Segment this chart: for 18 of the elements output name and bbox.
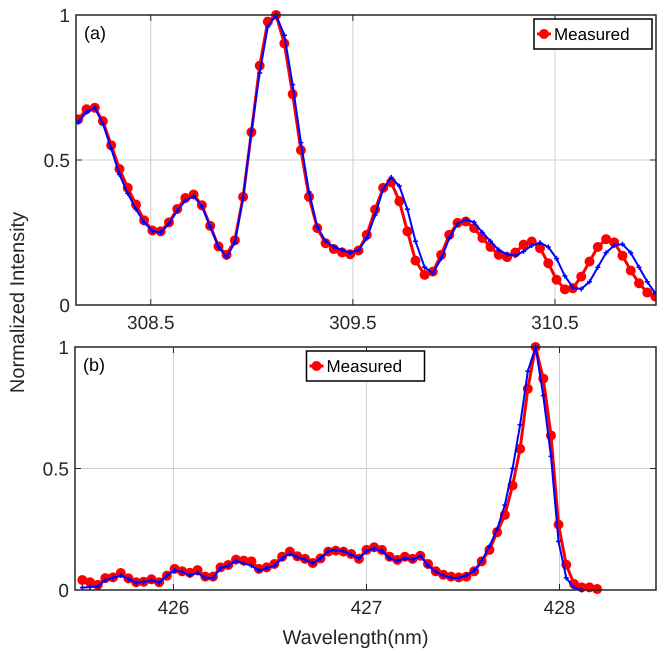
x-axis-title: Wavelength(nm) [282, 627, 428, 649]
y-tick-label: 1 [58, 338, 69, 359]
x-tick-label: 310.5 [531, 313, 579, 334]
x-tick-label: 428 [544, 598, 576, 619]
x-tick-label: 309.5 [329, 313, 377, 334]
legend-label: Measured [326, 357, 402, 376]
x-tick-label: 308.5 [127, 313, 175, 334]
y-tick-label: 1 [59, 6, 70, 27]
y-tick-label: 0 [59, 296, 70, 317]
annotation: (b) [83, 355, 105, 375]
y-tick-label: 0.5 [44, 151, 70, 172]
legend-label: Measured [554, 25, 630, 44]
y-tick-label: 0.5 [42, 460, 69, 480]
x-tick-label: 427 [350, 598, 382, 619]
y-tick-label: 0 [58, 581, 69, 602]
x-tick-label: 426 [158, 598, 190, 619]
annotation: (a) [84, 23, 106, 43]
y-axis-title: Normalized Intensity [7, 212, 29, 394]
